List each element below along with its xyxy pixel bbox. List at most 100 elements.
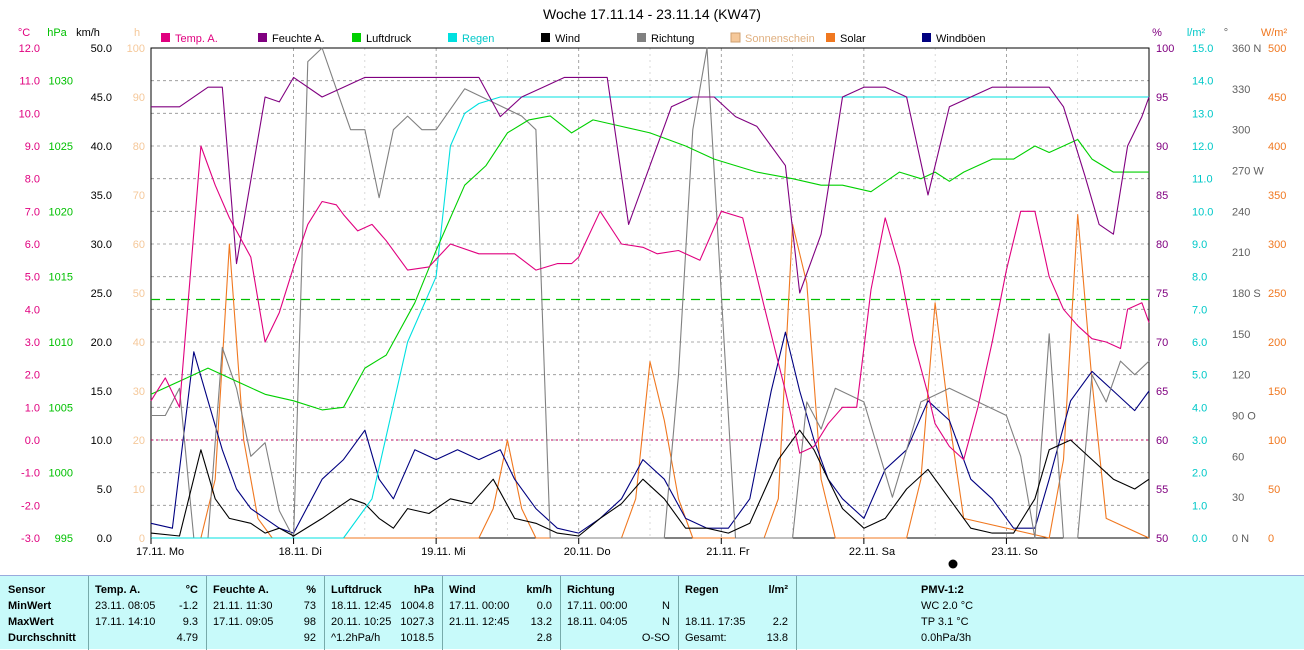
day-label: 21.11. Fr: [706, 546, 750, 558]
legend-label: Wind: [555, 33, 580, 45]
legend-label: Sonnenschein: [745, 33, 815, 45]
row-label-max: MaxWert: [8, 616, 54, 628]
direction-tick-label: 300: [1232, 125, 1250, 137]
humidity-tick-label: 85: [1156, 190, 1168, 202]
humidity-tick-label: 60: [1156, 435, 1168, 447]
legend-swatch: [922, 33, 931, 42]
wind-max-value: 13.2: [530, 616, 552, 628]
pressure-min-value: 1004.8: [400, 600, 434, 612]
stats-header-pmv: PMV-1:2: [921, 584, 964, 596]
legend-swatch: [826, 33, 835, 42]
direction-tick-label: 150: [1232, 329, 1250, 341]
legend-label: Temp. A.: [175, 33, 218, 45]
pressure-tick-label: 1000: [49, 468, 73, 480]
legend-swatch: [541, 33, 550, 42]
series-line-3: [151, 96, 1149, 539]
humidity-tick-label: 65: [1156, 386, 1168, 398]
stats-col-temp: Temp. A. °C 23.11. 08:05 -1.2 17.11. 14:10…: [88, 576, 206, 650]
rain-tick-label: 9.0: [1192, 239, 1207, 251]
humidity-max-time: 17.11. 09:05: [213, 616, 274, 628]
wind-tick-label: 10.0: [91, 435, 112, 447]
temp-avg-value: 4.79: [176, 632, 198, 644]
sun-tick-label: 90: [133, 92, 145, 104]
temp-tick-label: 1.0: [25, 402, 40, 414]
sun-tick-label: 0: [139, 533, 145, 545]
wind-tick-label: 45.0: [91, 92, 112, 104]
rain-tick-label: 12.0: [1192, 141, 1213, 153]
pressure-tick-label: 995: [55, 533, 73, 545]
solar-unit-label: W/m²: [1261, 27, 1288, 39]
wind-tick-label: 50.0: [91, 43, 112, 55]
solar-tick-label: 200: [1268, 337, 1286, 349]
wind-tick-label: 0.0: [97, 533, 112, 545]
legend-label: Windböen: [936, 33, 986, 45]
pmv-dewpoint: TP 3.1 °C: [921, 616, 969, 628]
now-marker-icon: [948, 559, 958, 569]
series-line-0: [150, 145, 1150, 461]
stats-unit-rain: l/m²: [768, 584, 788, 596]
solar-tick-label: 250: [1268, 288, 1286, 300]
rain-max-value: 2.2: [772, 616, 788, 628]
solar-tick-label: 100: [1268, 435, 1286, 447]
temp-tick-label: 3.0: [25, 337, 40, 349]
pressure-max-time: 20.11. 10:25: [331, 616, 392, 628]
humidity-min-value: 73: [303, 600, 316, 612]
series-line-6: [150, 331, 1150, 534]
legend-swatch: [637, 33, 646, 42]
pressure-max-value: 1027.3: [400, 616, 434, 628]
legend-swatch: [730, 32, 741, 43]
legend-label: Solar: [840, 33, 866, 45]
direction-tick-label: 330: [1232, 84, 1250, 96]
stats-unit-temp: °C: [185, 584, 198, 596]
day-label: 18.11. Di: [279, 546, 322, 558]
stats-unit-humidity: %: [306, 584, 316, 596]
rain-tick-label: 10.0: [1192, 206, 1213, 218]
pressure-unit-label: hPa: [47, 27, 67, 39]
stats-col-pmv: PMV-1:2 WC 2.0 °C TP 3.1 °C 0.0hPa/3h: [796, 576, 1304, 650]
sun-tick-label: 100: [127, 43, 145, 55]
legend-swatch: [161, 33, 170, 42]
direction-tick-label: 30: [1232, 492, 1244, 504]
legend-label: Richtung: [651, 33, 694, 45]
rain-tick-label: 8.0: [1192, 272, 1207, 284]
stats-unit-pressure: hPa: [413, 584, 434, 596]
humidity-unit-label: %: [1152, 27, 1162, 39]
sun-tick-label: 40: [133, 337, 145, 349]
pressure-tick-label: 1030: [49, 76, 73, 88]
sun-tick-label: 70: [133, 190, 145, 202]
pressure-tick-label: 1015: [49, 272, 73, 284]
temp-tick-label: 5.0: [25, 272, 40, 284]
temp-tick-label: 2.0: [25, 370, 40, 382]
wind-avg-value: 2.8: [536, 632, 552, 644]
sun-tick-label: 30: [133, 386, 145, 398]
sun-unit-label: h: [134, 27, 140, 39]
row-label-avg: Durchschnitt: [8, 632, 76, 644]
humidity-tick-label: 50: [1156, 533, 1168, 545]
stats-col-rain: Regen l/m² 18.11. 17:35 2.2 Gesamt: 13.8: [678, 576, 796, 650]
temp-min-value: -1.2: [179, 600, 198, 612]
legend-swatch: [448, 33, 457, 42]
wind-unit-label: km/h: [76, 27, 100, 39]
sun-tick-label: 80: [133, 141, 145, 153]
x-axis-labels: 17.11. Mo 18.11. Di 19.11. Mi 20.11. Do 21.1…: [136, 538, 1038, 558]
temp-tick-label: 4.0: [25, 304, 40, 316]
temp-tick-label: 9.0: [25, 141, 40, 153]
sun-tick-label: 20: [133, 435, 145, 447]
temp-tick-label: 11.0: [19, 76, 40, 88]
chart-background: [0, 0, 1304, 575]
temp-max-value: 9.3: [182, 616, 198, 628]
sun-tick-label: 60: [133, 239, 145, 251]
temp-tick-label: 7.0: [25, 206, 40, 218]
axes: 12.0 11.0 10.0 9.0 8.0 7.0 6.0 5.0 4.0 3.0 2.0 1.0 0…: [18, 27, 1288, 545]
temp-tick-label: 0.0: [25, 435, 40, 447]
rain-tick-label: 3.0: [1192, 435, 1207, 447]
pressure-min-time: 18.11. 12:45: [331, 600, 392, 612]
wind-tick-label: 25.0: [91, 288, 112, 300]
stats-unit-wind: km/h: [526, 584, 552, 596]
chart-title: Woche 17.11.14 - 23.11.14 (KW47): [543, 6, 761, 22]
day-label: 23.11. So: [991, 546, 1037, 558]
rain-tick-label: 15.0: [1192, 43, 1213, 55]
temp-min-time: 23.11. 08:05: [95, 600, 156, 612]
day-label: 17.11. Mo: [136, 546, 184, 558]
direction-tick-label: 240: [1232, 206, 1250, 218]
